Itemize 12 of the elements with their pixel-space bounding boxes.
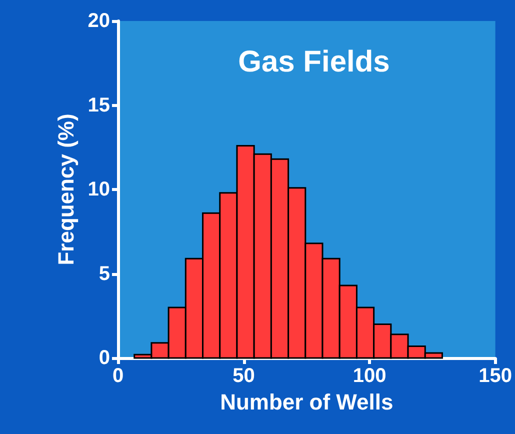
text: Gas Fields — [238, 46, 390, 78]
y-tick-label: 0 — [98, 347, 110, 369]
x-axis-title: Number of Wells — [220, 389, 394, 414]
x-tick-label: 0 — [112, 365, 124, 387]
x-tick-label: 100 — [352, 365, 386, 387]
y-tick-label: 5 — [98, 262, 110, 285]
y-axis-title: Frequency (%) — [53, 114, 78, 266]
x-tick-label: 50 — [232, 365, 255, 387]
y-tick-label: 20 — [88, 10, 110, 32]
y-tick-label: 15 — [88, 94, 110, 116]
y-tick-label: 10 — [88, 178, 110, 200]
x-tick-label: 150 — [478, 365, 512, 387]
